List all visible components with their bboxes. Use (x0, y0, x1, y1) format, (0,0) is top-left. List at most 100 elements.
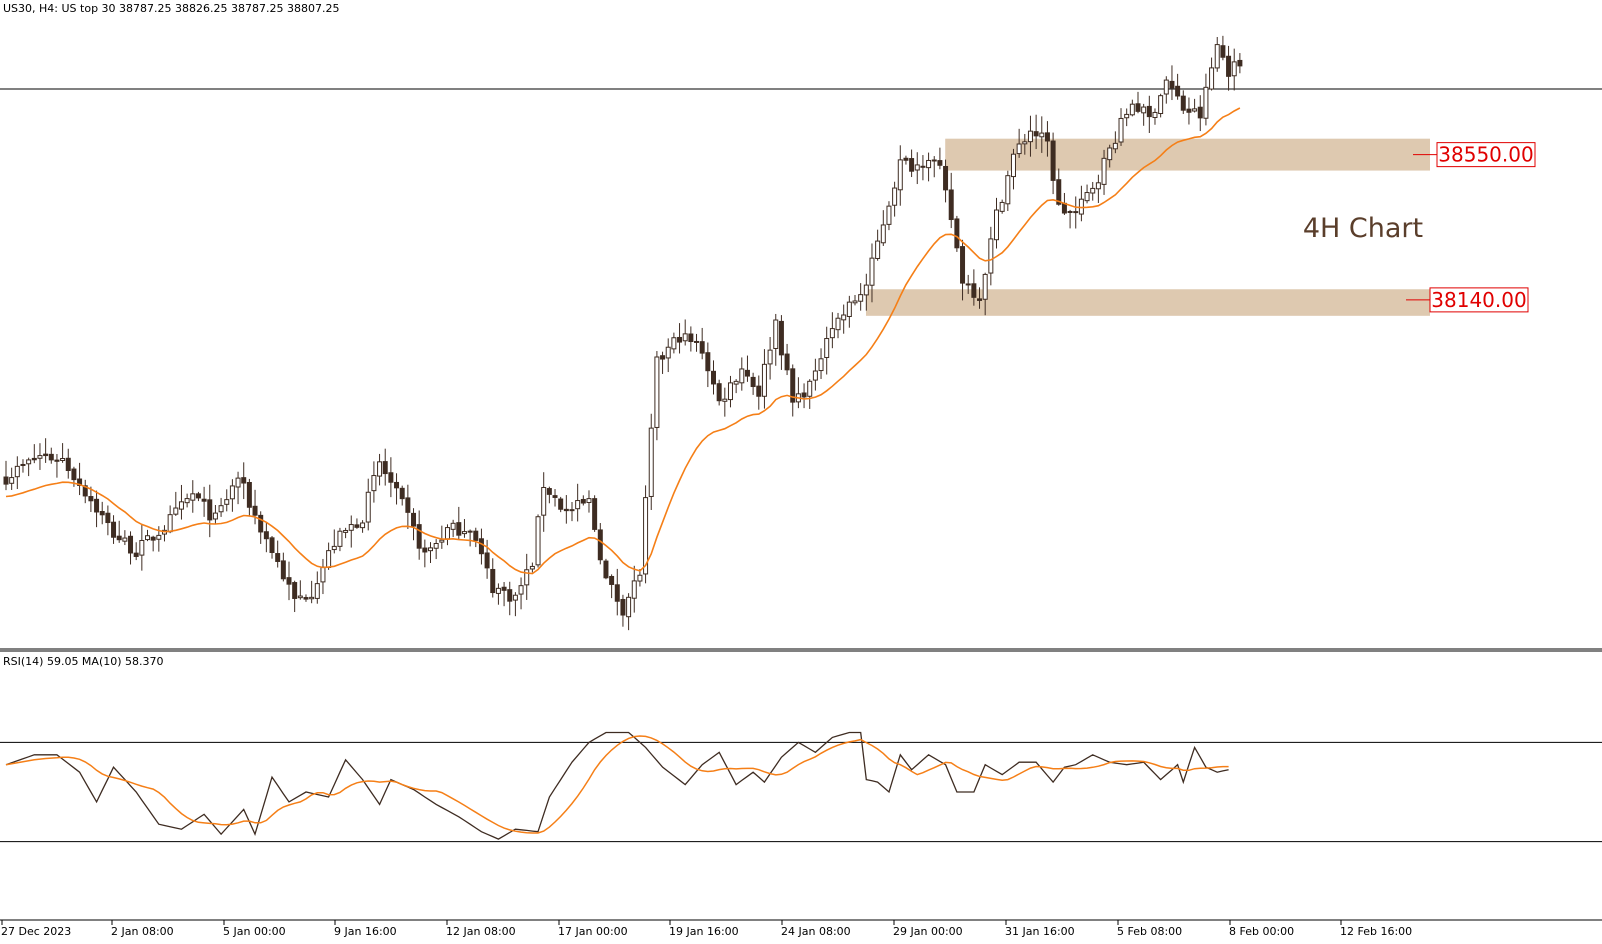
candle[interactable] (773, 313, 779, 366)
candle[interactable] (490, 558, 496, 598)
candle[interactable] (433, 539, 439, 560)
candle[interactable] (422, 539, 428, 568)
candle[interactable] (26, 457, 32, 477)
candle[interactable] (733, 379, 739, 394)
candle[interactable] (297, 580, 303, 600)
candle[interactable] (626, 593, 632, 631)
candle[interactable] (1163, 76, 1169, 104)
candle[interactable] (716, 379, 722, 406)
candle[interactable] (620, 594, 626, 627)
candle[interactable] (1175, 73, 1181, 100)
candle[interactable] (377, 453, 383, 486)
candle[interactable] (303, 594, 309, 602)
candle[interactable] (495, 583, 501, 605)
candle[interactable] (1095, 174, 1101, 203)
candle[interactable] (841, 304, 847, 334)
candle[interactable] (739, 357, 745, 391)
candle[interactable] (965, 274, 971, 294)
candle[interactable] (173, 491, 179, 516)
candle[interactable] (365, 478, 371, 531)
candle[interactable] (1016, 128, 1022, 158)
candle[interactable] (846, 295, 852, 328)
candle[interactable] (1101, 149, 1107, 195)
candle[interactable] (711, 360, 716, 395)
candle[interactable] (43, 438, 49, 463)
candle[interactable] (411, 508, 417, 541)
candle[interactable] (784, 343, 790, 376)
candle[interactable] (309, 580, 315, 604)
candle[interactable] (258, 511, 264, 544)
candle[interactable] (937, 147, 943, 170)
candle[interactable] (597, 523, 603, 565)
candle[interactable] (14, 456, 20, 490)
candle[interactable] (184, 493, 190, 508)
candle[interactable] (212, 504, 218, 525)
candle[interactable] (920, 155, 926, 181)
candle[interactable] (382, 448, 388, 486)
candle[interactable] (1084, 184, 1090, 204)
candle[interactable] (145, 529, 150, 542)
candle[interactable] (195, 491, 201, 502)
candle[interactable] (614, 568, 620, 616)
candle[interactable] (1141, 103, 1147, 126)
candle[interactable] (399, 485, 405, 506)
candle[interactable] (9, 467, 15, 490)
candle[interactable] (648, 413, 654, 511)
candle[interactable] (178, 484, 184, 520)
candle[interactable] (280, 552, 286, 582)
candle[interactable] (88, 486, 94, 512)
candle[interactable] (128, 531, 134, 565)
candle[interactable] (756, 375, 762, 410)
candle[interactable] (122, 530, 128, 546)
candle[interactable] (388, 457, 394, 498)
candle[interactable] (94, 490, 100, 528)
candle[interactable] (275, 540, 281, 568)
candle[interactable] (705, 342, 711, 388)
candle[interactable] (960, 239, 966, 301)
candle[interactable] (1135, 91, 1141, 114)
candle[interactable] (637, 569, 643, 587)
candle[interactable] (931, 156, 937, 178)
candle[interactable] (1214, 37, 1220, 72)
candle[interactable] (1010, 148, 1016, 190)
candle[interactable] (971, 269, 977, 306)
candle[interactable] (660, 351, 666, 374)
candle[interactable] (818, 348, 824, 379)
candle[interactable] (563, 495, 569, 524)
candle[interactable] (643, 485, 649, 584)
candle[interactable] (201, 486, 207, 517)
candle[interactable] (1044, 121, 1050, 157)
candle[interactable] (948, 172, 954, 229)
candle[interactable] (371, 461, 377, 503)
candle[interactable] (20, 459, 26, 473)
candle[interactable] (229, 479, 235, 512)
candle[interactable] (416, 510, 422, 560)
candle[interactable] (1226, 45, 1232, 91)
candle[interactable] (501, 582, 507, 607)
candle[interactable] (235, 471, 241, 505)
candle[interactable] (314, 571, 320, 604)
candle[interactable] (1231, 48, 1237, 91)
candle[interactable] (1124, 108, 1130, 127)
candle[interactable] (1107, 144, 1113, 168)
candle[interactable] (524, 553, 530, 600)
candle[interactable] (478, 528, 484, 565)
candle[interactable] (1078, 185, 1084, 222)
candle[interactable] (943, 159, 949, 203)
candle[interactable] (405, 484, 411, 529)
candle[interactable] (778, 315, 784, 370)
candle[interactable] (552, 489, 558, 507)
candle[interactable] (977, 287, 983, 309)
candle[interactable] (886, 201, 892, 231)
candle[interactable] (48, 447, 54, 464)
candle[interactable] (1180, 90, 1186, 114)
candle[interactable] (575, 483, 581, 522)
candle[interactable] (1237, 53, 1243, 74)
candle[interactable] (337, 527, 343, 552)
candle[interactable] (263, 522, 269, 553)
candle[interactable] (150, 535, 156, 552)
candle[interactable] (824, 326, 830, 375)
candle[interactable] (592, 495, 598, 532)
candle[interactable] (694, 333, 700, 352)
